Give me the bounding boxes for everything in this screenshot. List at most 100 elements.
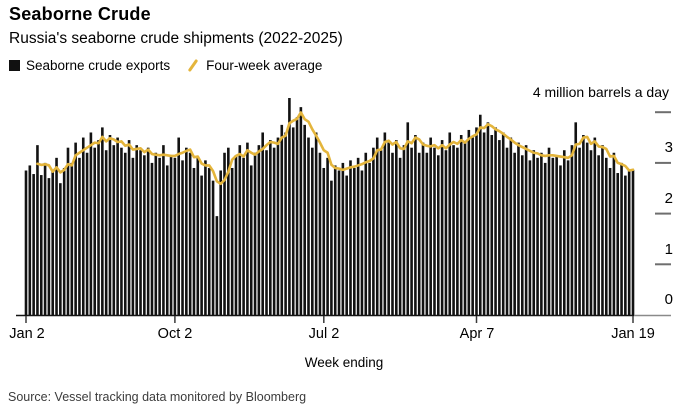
legend-label-average: Four-week average [206,58,323,73]
bar-week [280,124,284,316]
bar-week [295,117,299,316]
bar-week [620,162,623,315]
bar-week [51,170,55,315]
bar-week [47,178,51,315]
bar-week [108,135,112,315]
x-tick-label-jan2: Jan 2 [9,326,45,342]
y-tick-label-1: 1 [664,241,673,258]
bar-week [185,147,188,315]
bar-week [375,137,379,315]
bar-week [608,167,612,315]
bar-week [326,157,329,315]
bar-week [627,170,631,315]
bar-week [288,98,291,315]
bar-week [505,147,509,315]
bar-week [253,152,257,315]
bar-week [559,165,562,315]
x-tick-label-oct2: Oct 2 [157,326,193,342]
bar-week [509,137,513,315]
bar-week [582,135,585,315]
bar-week [211,180,215,315]
bar-week [246,142,249,315]
bar-week [520,155,524,315]
bar-week [383,132,387,315]
bar-week [410,147,413,315]
bar-week [391,152,394,315]
bar-week [131,157,135,315]
bar-week [429,137,432,315]
y-tick-label-0: 0 [664,291,673,308]
bar-week [452,145,455,315]
bar-week [349,160,352,315]
bar-week [207,167,211,315]
bar-week [249,165,253,315]
bars-seaborne-crude-exports [24,98,635,316]
y-tick-label-2: 2 [664,190,673,207]
bar-week [104,150,108,315]
bar-week [36,145,39,315]
bar-week [146,147,150,315]
bar-week [177,137,180,315]
bar-swatch-icon [9,60,20,71]
bar-week [444,150,448,315]
bar-week [39,175,43,315]
bar-week [165,165,169,315]
bar-week [318,152,322,315]
bar-week [314,132,318,315]
bar-week [612,152,616,315]
bar-week [395,140,398,315]
bar-week [540,152,543,315]
bar-week [547,147,551,315]
bar-week [215,216,219,315]
bar-week [601,145,604,315]
bar-week [242,157,245,315]
bar-week [475,127,478,315]
bar-week [223,152,226,315]
bar-week [200,175,203,315]
bar-week [196,157,200,315]
bar-week [55,157,58,315]
bar-week [536,157,539,315]
bar-week [597,155,600,315]
bar-week [59,183,62,315]
bar-week [188,152,192,315]
bar-week [513,152,516,315]
bar-week [291,127,295,315]
bar-week [532,150,536,315]
bar-week [372,147,375,315]
bar-week [181,160,184,315]
bar-week [78,157,81,315]
bar-week [456,147,459,315]
bar-week [204,160,207,315]
bar-week [192,167,196,315]
bar-week [459,135,463,315]
bar-week [364,152,368,315]
bar-week [97,140,100,315]
bar-week [501,132,505,315]
bar-week [478,114,482,315]
bar-week [162,145,165,315]
bar-week [555,155,558,315]
bar-week [261,132,264,315]
bar-week [406,122,410,315]
bar-week [387,142,390,315]
bar-week [101,127,104,315]
bar-week [150,162,154,315]
bar-week [414,135,417,315]
bar-week [448,132,452,315]
bar-week [398,157,402,315]
bar-week [543,162,547,315]
bar-week [112,145,116,315]
bar-week [604,157,608,315]
legend-label-exports: Seaborne crude exports [26,58,171,73]
bar-week [28,165,32,315]
bar-week [70,162,74,315]
bar-week [570,145,574,315]
bar-week [143,155,146,315]
x-tick-label-apr7: Apr 7 [459,326,495,342]
bar-week [74,142,77,315]
bar-week [120,147,123,315]
bar-week [116,137,119,315]
bar-week [62,167,66,315]
bar-week [238,145,242,315]
